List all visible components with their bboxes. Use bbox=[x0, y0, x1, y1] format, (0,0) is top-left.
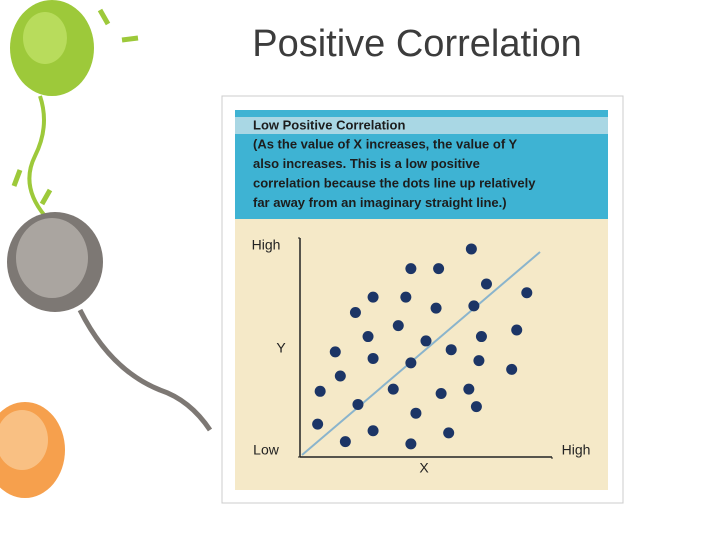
scatter-point bbox=[445, 344, 457, 356]
scatter-point bbox=[433, 263, 445, 275]
trend-line bbox=[301, 251, 541, 456]
scatter-point bbox=[435, 387, 447, 399]
scatter-point bbox=[420, 335, 432, 347]
scatter-point bbox=[430, 302, 442, 314]
scatter-point bbox=[400, 291, 412, 303]
header-bar bbox=[235, 117, 608, 134]
scatter-point bbox=[443, 427, 455, 439]
scatter-point bbox=[468, 300, 480, 312]
scatter-point bbox=[352, 398, 364, 410]
x-tick-label: High bbox=[562, 442, 591, 458]
scatter-point bbox=[410, 407, 422, 419]
scatter-point bbox=[329, 346, 341, 358]
description-box bbox=[235, 134, 608, 219]
scatter-point bbox=[405, 438, 417, 450]
scatter-point bbox=[465, 243, 477, 255]
scatter-point bbox=[506, 363, 518, 375]
scatter-point bbox=[362, 331, 374, 343]
balloon-decoration bbox=[0, 0, 213, 498]
y-tick-label: High bbox=[252, 237, 281, 253]
scatter-point bbox=[334, 370, 346, 382]
header-strip bbox=[235, 110, 608, 117]
description-line: (As the value of X increases, the value … bbox=[253, 136, 518, 151]
scatter-point bbox=[392, 320, 404, 332]
y-tick-label: Low bbox=[253, 442, 280, 458]
scatter-point bbox=[312, 418, 324, 430]
scatter-point bbox=[314, 385, 326, 397]
scatter-point bbox=[521, 287, 533, 299]
scatter-point bbox=[470, 401, 482, 413]
scatter-point bbox=[339, 436, 351, 448]
slide-title: Positive Correlation bbox=[252, 23, 581, 65]
scatter-point bbox=[367, 425, 379, 437]
scatter-point bbox=[387, 383, 399, 395]
description-line: far away from an imaginary straight line… bbox=[253, 195, 507, 210]
x-axis-label: X bbox=[419, 460, 429, 476]
scatter-point bbox=[349, 306, 361, 318]
description-line: correlation because the dots line up rel… bbox=[253, 175, 536, 190]
scatter-point bbox=[405, 357, 417, 369]
description-line: also increases. This is a low positive bbox=[253, 156, 480, 171]
scatter-point bbox=[511, 324, 523, 336]
scatter-point bbox=[405, 263, 417, 275]
scatter-point bbox=[367, 291, 379, 303]
scatter-point bbox=[480, 278, 492, 290]
chart-title: Low Positive Correlation bbox=[253, 117, 405, 132]
scatter-point bbox=[463, 383, 475, 395]
y-axis-label: Y bbox=[276, 340, 286, 356]
scatter-point bbox=[473, 355, 485, 367]
scatter-point bbox=[367, 352, 379, 364]
scatter-point bbox=[475, 331, 487, 343]
